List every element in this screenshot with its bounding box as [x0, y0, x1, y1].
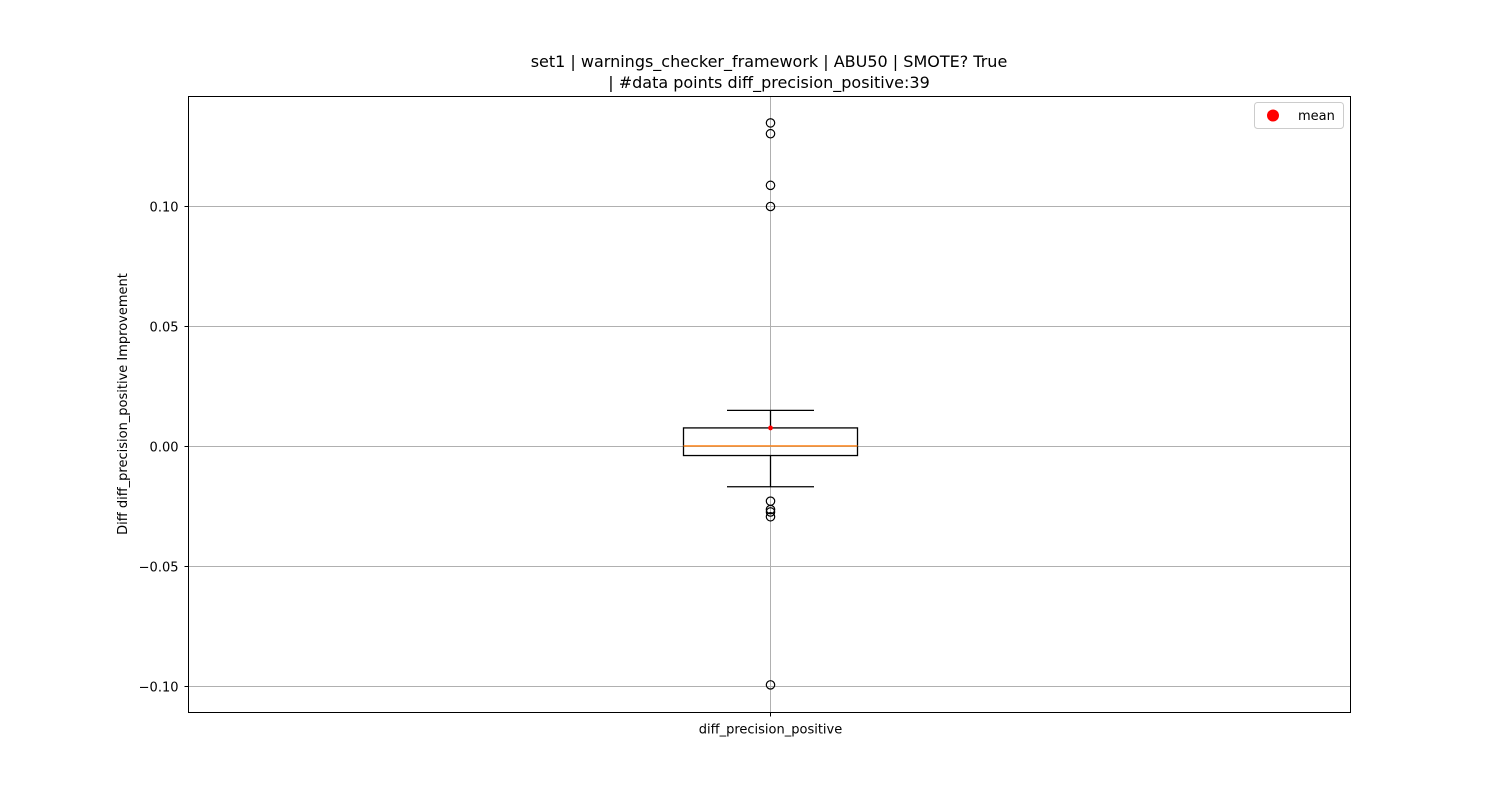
y-axis-label: Diff diff_precision_positive Improvement — [116, 273, 131, 535]
outlier-point — [765, 118, 776, 128]
outlier-point — [765, 201, 776, 212]
box-layer — [682, 118, 859, 690]
outlier-point — [765, 128, 776, 139]
legend-mean-marker — [1267, 109, 1279, 122]
y-tick-label: 0.10 — [150, 201, 179, 216]
y-tick-label: −0.10 — [139, 681, 179, 696]
outlier-point — [765, 680, 776, 690]
outlier-point — [765, 504, 776, 515]
y-tick-label: −0.05 — [139, 561, 179, 576]
chart-title-line-2: | #data points diff_precision_positive:3… — [608, 73, 930, 93]
outlier-point — [765, 507, 776, 517]
y-axis-ticks: −0.10 −0.05 0.00 0.05 0.10 — [139, 201, 189, 696]
y-tick-label: 0.00 — [150, 441, 179, 456]
legend: mean — [1254, 102, 1344, 129]
x-axis-ticks: diff_precision_positive — [699, 712, 842, 738]
outlier-point — [765, 180, 776, 191]
outlier-point — [765, 511, 776, 522]
legend-mean-label: mean — [1298, 109, 1335, 124]
x-tick-label: diff_precision_positive — [699, 723, 842, 738]
y-tick-label: 0.05 — [150, 321, 179, 336]
mean-marker — [768, 425, 773, 431]
chart-title-line-1: set1 | warnings_checker_framework | ABU5… — [531, 52, 1008, 72]
plot-area-frame — [188, 96, 1351, 713]
legend-frame — [1254, 102, 1344, 129]
